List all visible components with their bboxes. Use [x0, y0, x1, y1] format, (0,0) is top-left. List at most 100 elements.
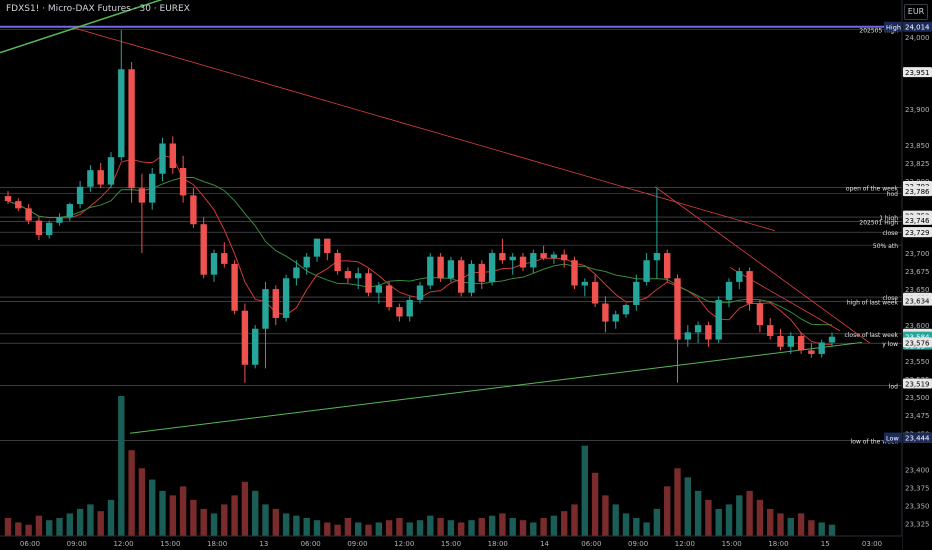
volume-bar	[210, 513, 218, 536]
price-tag-prefix-text: Low	[886, 435, 899, 443]
volume-bar	[530, 522, 537, 536]
price-tick-label: 23,675	[905, 268, 930, 276]
candle-body	[622, 304, 630, 315]
volume-bar	[375, 522, 382, 536]
price-tick-label: 23,700	[905, 250, 930, 258]
time-tick-label: 03:00	[862, 540, 882, 548]
candle-body	[787, 335, 794, 347]
time-tick-label: 14	[540, 540, 549, 548]
volume-bar	[118, 396, 125, 536]
candle-body	[97, 170, 104, 185]
time-axis-bg	[0, 536, 902, 550]
volume-bar	[159, 490, 166, 536]
time-axis[interactable]: 06:00 09:00 12:00 15:00 18:00 13 06:00 09:00 12:…	[0, 535, 902, 550]
candle-body	[427, 256, 434, 286]
candle-body	[550, 254, 558, 259]
candle-body	[602, 303, 609, 322]
candle-body	[561, 254, 568, 261]
volume-bar	[128, 450, 135, 536]
volume-bar	[241, 481, 249, 536]
volume-bar	[334, 524, 341, 536]
candle-body	[468, 263, 475, 293]
candle-body	[756, 303, 764, 326]
candle-body	[437, 256, 444, 279]
instrument-name: Micro-DAX Futures	[47, 4, 131, 14]
candle-body	[633, 281, 640, 305]
candle-body	[200, 224, 207, 275]
volume-bar	[643, 522, 650, 536]
level-label: 202501 High	[859, 219, 898, 226]
candle-body	[447, 260, 455, 279]
price-axis[interactable]: 24,00023,95023,90023,85023,82523,80023,7…	[884, 0, 932, 550]
candle-body	[344, 271, 352, 279]
volume-bar	[138, 468, 146, 536]
time-tick-label: 12:00	[675, 540, 695, 548]
level-label: close	[883, 230, 899, 237]
downtrend-line-main	[74, 27, 776, 232]
candle-body	[664, 253, 671, 279]
volume-bar	[179, 486, 187, 536]
volume-bar	[416, 520, 424, 536]
candle-body	[365, 273, 372, 293]
candle-body	[159, 143, 166, 174]
volume-bar	[427, 515, 434, 536]
volume-bar	[200, 508, 207, 536]
candle-body	[705, 325, 712, 340]
candle-body	[138, 188, 146, 203]
time-tick-label: 15:00	[441, 540, 461, 548]
volume-bar	[221, 504, 228, 536]
time-tick-label: 13	[259, 540, 268, 548]
volume-bar	[561, 511, 568, 536]
candle-body	[694, 325, 702, 333]
volume-bar	[633, 517, 640, 536]
volume-bar	[447, 520, 455, 536]
candle-body	[118, 69, 125, 158]
candle-body	[210, 253, 218, 275]
candle-body	[303, 256, 310, 268]
price-tag-value: 23,746	[905, 217, 930, 225]
price-tag	[903, 337, 932, 348]
candle-body	[612, 314, 619, 322]
volume-bar	[787, 517, 794, 536]
candle-body	[674, 278, 681, 340]
price-tag-value: 23,576	[905, 339, 930, 347]
price-tag	[903, 378, 932, 389]
time-tick-label: 09:00	[67, 540, 87, 548]
price-tag-value: 23,729	[905, 229, 930, 237]
candle-body	[571, 260, 578, 286]
price-tick-label: 23,475	[905, 412, 930, 420]
price-tick-label: 23,500	[905, 394, 930, 402]
candle-body	[767, 325, 774, 336]
candle-body	[107, 157, 115, 185]
time-tick-label: 12:00	[113, 540, 133, 548]
candle-body	[313, 238, 321, 257]
volume-bar	[684, 477, 691, 536]
candle-body	[540, 253, 547, 259]
candle-body	[746, 271, 753, 304]
candle-body	[736, 271, 743, 282]
price-tick-label: 23,825	[905, 160, 930, 168]
candle-body	[797, 335, 805, 351]
price-tick-label: 23,400	[905, 466, 930, 474]
price-tag	[903, 186, 932, 197]
candle-body	[128, 69, 135, 189]
volume-bar	[746, 490, 753, 536]
price-tag	[903, 214, 932, 225]
level-label: open of the week	[846, 185, 899, 192]
uptrend-line-support	[129, 341, 863, 434]
volume-bar	[396, 517, 403, 536]
volume-bar	[571, 504, 578, 536]
currency-button[interactable]: EUR	[904, 4, 928, 20]
volume-bar	[76, 508, 84, 536]
time-tick-label: 18:00	[768, 540, 788, 548]
price-tag	[903, 21, 932, 32]
volume-bar	[15, 522, 22, 536]
time-tick-label: 09:00	[347, 540, 367, 548]
volume-bar	[736, 495, 743, 536]
price-axis-bg	[902, 0, 932, 550]
time-tick-label: 15:00	[160, 540, 180, 548]
candle-body	[87, 170, 94, 187]
chart-title[interactable]: FDXS1! · Micro-DAX Futures · 30 · EUREX	[6, 4, 190, 14]
volume-bar	[499, 513, 506, 536]
